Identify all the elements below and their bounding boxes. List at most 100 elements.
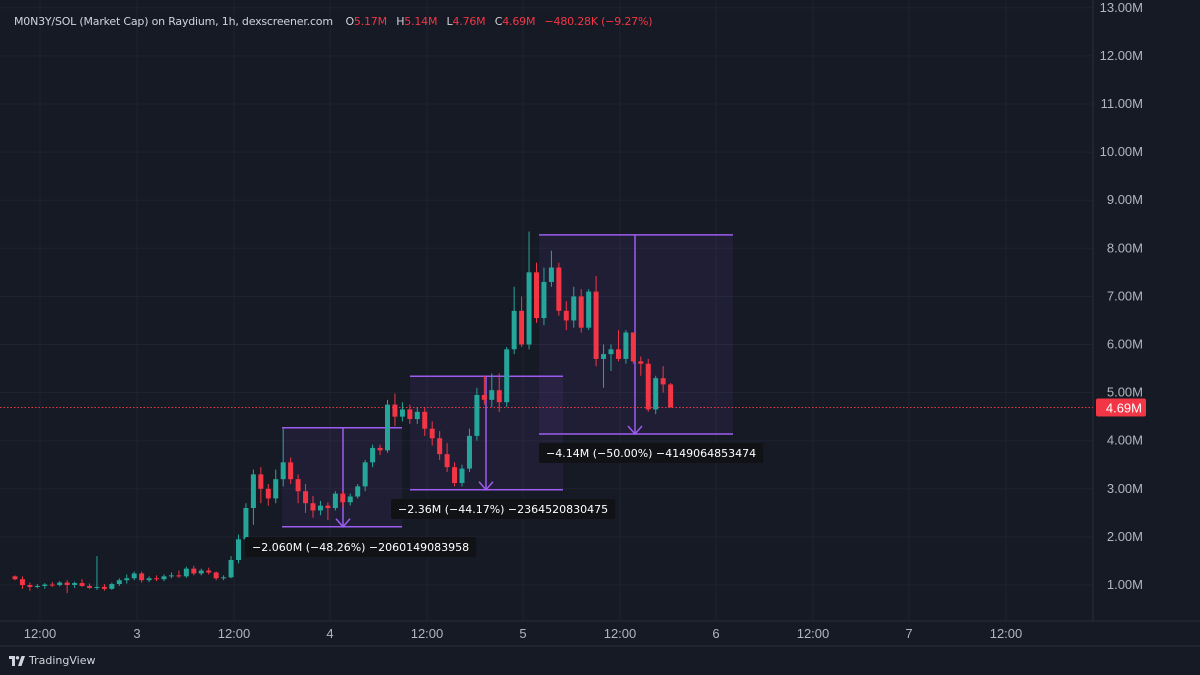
candle-down xyxy=(645,358,651,412)
candle-up xyxy=(623,330,629,364)
candle-up xyxy=(586,289,592,331)
candle-body xyxy=(630,332,636,362)
candle-body xyxy=(258,474,264,489)
measure-label-bg xyxy=(391,499,616,519)
x-tick-label: 12:00 xyxy=(411,626,444,641)
candle-down xyxy=(79,579,85,587)
y-tick-label: 1.00M xyxy=(1107,577,1143,592)
candle-body xyxy=(414,411,420,420)
candle-up xyxy=(161,574,167,582)
candle-up xyxy=(548,250,554,287)
y-tick-label: 12.00M xyxy=(1100,48,1143,63)
measure-label-bg xyxy=(539,443,764,463)
candle-body xyxy=(191,568,197,574)
candle-up xyxy=(653,375,659,415)
candle-up xyxy=(370,444,376,468)
measure-arrow-icon xyxy=(627,425,643,436)
candle-up xyxy=(601,344,607,388)
candle-down xyxy=(213,571,219,581)
close-label: C xyxy=(494,15,503,28)
candle-down xyxy=(630,332,636,364)
candle-body xyxy=(243,508,249,540)
measure-label: −2.36M (−44.17%) −2364520830475 xyxy=(391,499,616,519)
tradingview-logo-icon xyxy=(9,655,25,666)
candle-down xyxy=(139,571,145,583)
x-tick-label: 6 xyxy=(712,626,719,641)
candle-body xyxy=(280,462,286,480)
candle-body xyxy=(317,505,323,511)
candle-up xyxy=(250,469,256,525)
candle-body xyxy=(94,586,100,588)
candle-up xyxy=(489,373,495,408)
candle-down xyxy=(295,474,301,504)
candle-body xyxy=(437,438,443,455)
y-tick-label: 10.00M xyxy=(1100,144,1143,159)
candle-body xyxy=(221,577,227,579)
candle-down xyxy=(452,462,458,487)
open-value: 5.17M xyxy=(353,15,387,28)
candle-body xyxy=(79,583,85,586)
candle-up xyxy=(94,556,100,590)
current-price-label: 4.69M xyxy=(1106,401,1142,416)
x-tick-label: 12:00 xyxy=(24,626,57,641)
candle-up xyxy=(116,578,122,586)
candle-up xyxy=(34,584,40,589)
candle-body xyxy=(325,505,331,509)
candle-body xyxy=(131,573,137,579)
candle-up xyxy=(57,581,63,587)
candle-body xyxy=(161,576,167,580)
candle-up xyxy=(332,491,338,511)
candle-body xyxy=(198,570,204,574)
y-tick-label: 9.00M xyxy=(1107,192,1143,207)
candle-body xyxy=(489,390,495,400)
candle-down xyxy=(593,276,599,367)
candle-body xyxy=(109,584,115,589)
x-tick-label: 3 xyxy=(133,626,140,641)
candle-body xyxy=(213,572,219,579)
candle-body xyxy=(87,585,92,588)
candle-body xyxy=(168,575,174,577)
candle-body xyxy=(101,586,107,589)
candle-body xyxy=(556,267,562,311)
candle-body xyxy=(19,579,25,585)
candle-body xyxy=(526,272,532,345)
measure-label: −4.14M (−50.00%) −4149064853474 xyxy=(539,443,764,463)
candle-down xyxy=(191,565,197,576)
candle-body xyxy=(593,291,599,359)
candle-body xyxy=(496,390,502,403)
tradingview-branding[interactable]: TradingView xyxy=(9,654,95,667)
candle-down xyxy=(325,502,331,521)
candle-body xyxy=(250,474,256,509)
tradingview-name: TradingView xyxy=(29,654,96,667)
y-tick-label: 4.00M xyxy=(1107,433,1143,448)
symbol-title: M0N3Y/SOL (Market Cap) on Raydium, 1h, d… xyxy=(14,15,333,28)
candle-up xyxy=(474,387,480,441)
candle-body xyxy=(563,310,569,321)
candle-body xyxy=(399,409,405,417)
candle-up xyxy=(459,464,465,487)
x-tick-label: 12:00 xyxy=(797,626,830,641)
candle-down xyxy=(556,262,562,316)
low-label: L xyxy=(446,15,453,28)
candle-body xyxy=(429,428,435,439)
candle-down xyxy=(429,421,435,446)
candle-down xyxy=(303,483,309,513)
candle-down xyxy=(49,582,55,587)
candle-body xyxy=(154,578,160,580)
candle-down xyxy=(481,375,487,405)
candle-down xyxy=(563,301,569,331)
candle-down xyxy=(154,575,160,582)
candle-down xyxy=(340,491,346,508)
candle-down xyxy=(377,444,383,456)
candle-down xyxy=(101,584,107,591)
measure-label-text: −2.36M (−44.17%) −2364520830475 xyxy=(398,503,608,516)
candle-body xyxy=(146,578,152,581)
candle-body xyxy=(362,462,368,487)
x-tick-label: 7 xyxy=(905,626,912,641)
candle-down xyxy=(12,575,18,581)
candle-body xyxy=(176,575,182,577)
candle-down xyxy=(437,431,443,460)
candle-body xyxy=(571,296,577,321)
